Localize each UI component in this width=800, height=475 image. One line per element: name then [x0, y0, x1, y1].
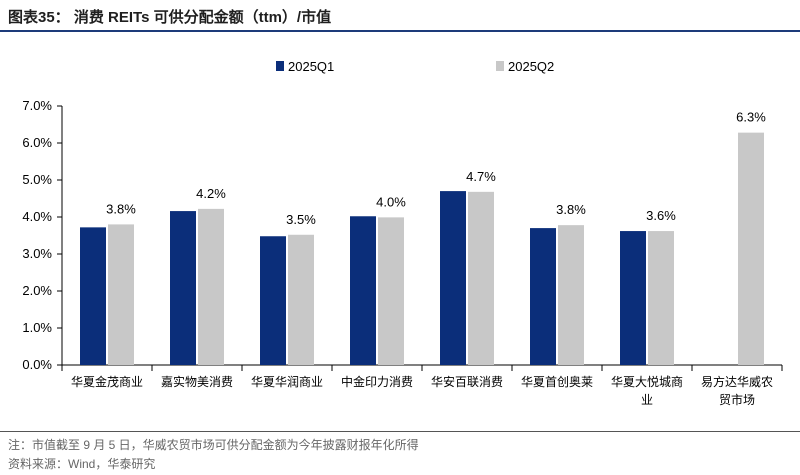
title-bar: 图表35： 消费 REITs 可供分配金额（ttm）/市值: [0, 0, 800, 30]
footer-rule: [0, 431, 800, 432]
bar-chart: 0.0% 1.0% 2.0% 3.0% 4.0% 5.0% 6.0% 7.0% 3.8% 华夏金茂…: [22, 59, 783, 407]
bar-2025Q1: [260, 236, 286, 365]
x-category-label: 中金印力消费: [341, 374, 413, 389]
x-category-label: 华夏大悦城商: [611, 374, 683, 389]
bar-2025Q1: [350, 216, 376, 365]
legend-label: 2025Q2: [508, 59, 554, 74]
bar-2025Q2: [288, 234, 314, 365]
data-label: 4.0%: [376, 194, 406, 209]
y-tick-label: 5.0%: [22, 172, 52, 187]
bar-2025Q1: [530, 228, 556, 365]
bar-2025Q2: [558, 225, 584, 365]
y-tick-label: 2.0%: [22, 283, 52, 298]
y-tick-label: 0.0%: [22, 357, 52, 372]
bar-2025Q1: [80, 227, 106, 365]
bar-2025Q2: [198, 208, 224, 365]
bar-2025Q1: [620, 231, 646, 365]
bar-2025Q2: [378, 217, 404, 365]
bar-2025Q1: [440, 191, 466, 365]
data-label: 3.8%: [106, 201, 136, 216]
x-category-label: 贸市场: [719, 392, 755, 407]
legend-swatch-2025Q2: [496, 61, 504, 71]
legend-label: 2025Q1: [288, 59, 334, 74]
bar-2025Q2: [648, 231, 674, 365]
data-label: 3.8%: [556, 202, 586, 217]
bar-2025Q2: [738, 132, 764, 365]
y-tick-label: 4.0%: [22, 209, 52, 224]
x-category-label: 嘉实物美消费: [161, 374, 233, 389]
data-label: 3.5%: [286, 212, 316, 227]
x-category-label: 华夏华润商业: [251, 374, 323, 389]
title-rule: [0, 30, 800, 32]
y-tick-label: 1.0%: [22, 320, 52, 335]
data-label: 6.3%: [736, 110, 766, 125]
source-note: 资料来源：Wind，华泰研究: [8, 457, 156, 471]
x-category-label: 华夏首创奥莱: [521, 375, 593, 389]
chart-title: 图表35： 消费 REITs 可供分配金额（ttm）/市值: [8, 9, 332, 26]
x-category-label: 易方达华威农: [701, 374, 773, 389]
x-category-label: 华夏金茂商业: [71, 374, 143, 389]
y-tick-label: 6.0%: [22, 135, 52, 150]
data-label: 4.2%: [196, 186, 226, 201]
bar-2025Q1: [170, 211, 196, 365]
y-tick-label: 7.0%: [22, 98, 52, 113]
bar-2025Q2: [468, 191, 494, 365]
footnote: 注：市值截至 9 月 5 日，华威农贸市场可供分配金额为今年披露财报年化所得: [8, 438, 419, 452]
data-label: 4.7%: [466, 169, 496, 184]
x-category-label: 华安百联消费: [431, 374, 503, 389]
x-category-label: 业: [641, 393, 653, 407]
legend-swatch-2025Q1: [276, 61, 284, 71]
y-tick-label: 3.0%: [22, 246, 52, 261]
data-label: 3.6%: [646, 208, 676, 223]
bar-2025Q2: [108, 224, 134, 365]
